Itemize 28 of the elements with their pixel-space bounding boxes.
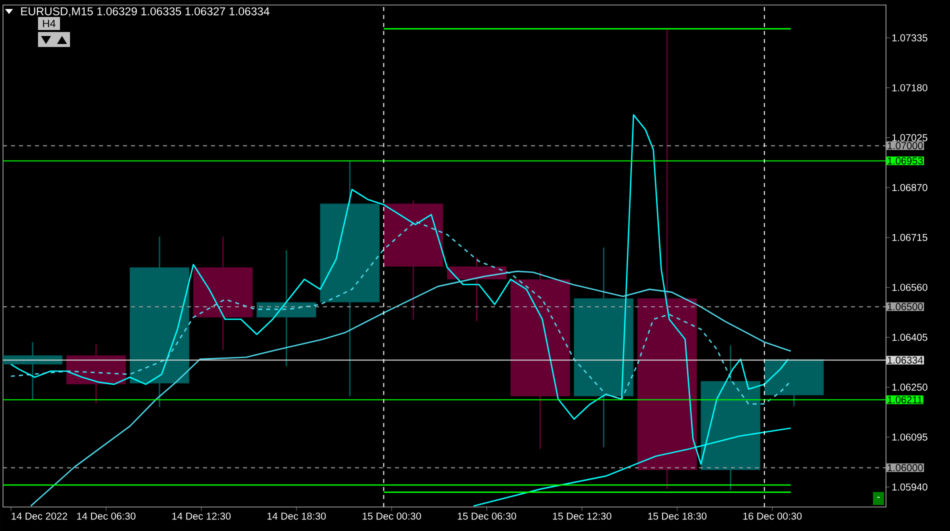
ref-line-label: 1.07000 — [888, 142, 923, 150]
y-tick-label: 1.07180 — [892, 84, 928, 92]
ref-line-label: 1.06334 — [888, 356, 923, 364]
y-tick-label: 1.06250 — [892, 384, 928, 391]
annotation: - — [877, 496, 880, 498]
y-tick-label: 1.07025 — [892, 134, 928, 142]
x-tick-label: 14 Dec 12:30 — [172, 512, 231, 520]
annotation: H4 — [43, 20, 56, 28]
y-tick-label: 1.06405 — [892, 334, 928, 341]
x-tick-label: 15 Dec 00:30 — [362, 512, 421, 520]
ref-line-label: 1.06953 — [888, 157, 923, 164]
y-tick-label: 1.05940 — [892, 483, 928, 491]
x-tick-label: 15 Dec 18:30 — [648, 512, 706, 520]
y-tick-label: 1.06870 — [892, 184, 928, 192]
y-tick-label: 1.06715 — [892, 234, 928, 242]
x-tick-label: 16 Dec 00:30 — [743, 512, 802, 520]
x-tick-label: 14 Dec 06:30 — [77, 512, 136, 520]
x-tick-label: 14 Dec 18:30 — [267, 512, 326, 520]
y-tick-label: 1.06095 — [892, 434, 928, 441]
x-tick-label: 14 Dec 2022 — [12, 512, 68, 520]
ref-line-label: 1.06000 — [888, 464, 923, 472]
x-tick-label: 15 Dec 12:30 — [552, 512, 612, 520]
y-tick-label: 1.07335 — [892, 34, 928, 42]
chart-title: EURUSD,M15 1.06329 1.06335 1.06327 1.06334 — [21, 7, 270, 17]
x-tick-label: 15 Dec 06:30 — [458, 512, 516, 520]
ref-line-label: 1.06500 — [888, 303, 923, 310]
y-tick-label: 1.06560 — [892, 284, 928, 291]
ref-line-label: 1.06211 — [888, 396, 922, 404]
